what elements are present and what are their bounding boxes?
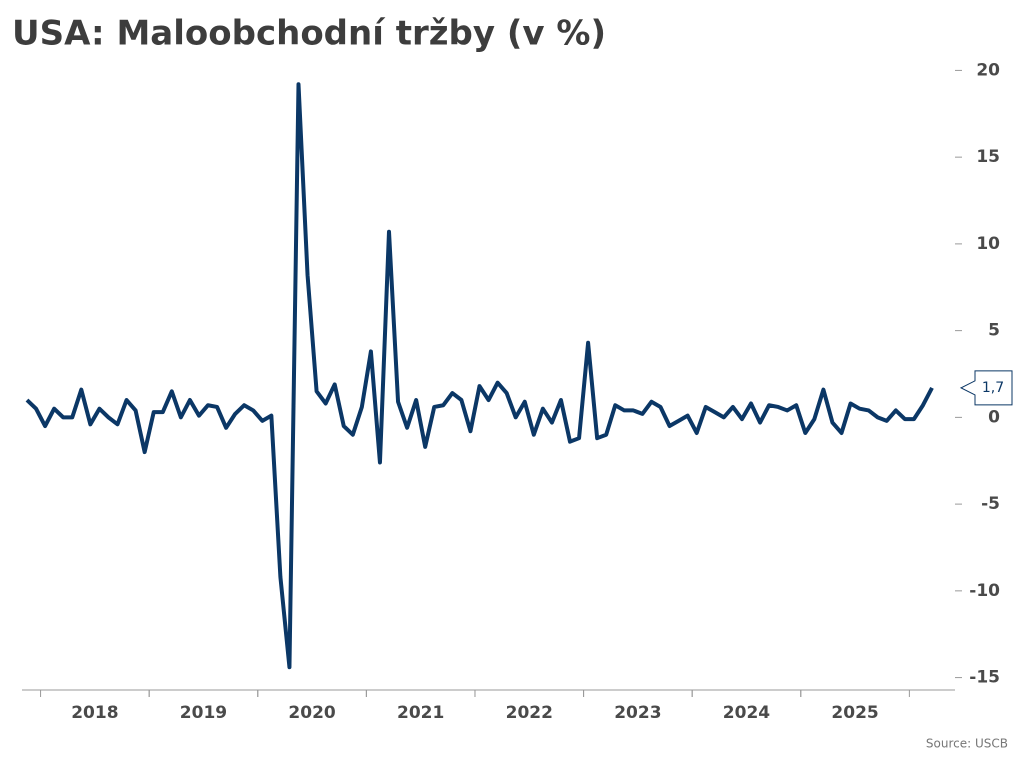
line [25, 82, 934, 670]
x-tick-label: 2018 [71, 703, 118, 723]
value-label: 1,7 [982, 380, 1004, 396]
y-tick-label: 10 [976, 234, 1000, 254]
y-tick-label: -10 [969, 581, 1000, 601]
x-tick-label: 2024 [723, 703, 770, 723]
x-tick-label: 2021 [397, 703, 444, 723]
y-tick-label: 20 [976, 60, 1000, 80]
y-tick-label: 5 [988, 321, 1000, 341]
x-tick-label: 2022 [506, 703, 553, 723]
chart-title: USA: Maloobchodní tržby (v %) [12, 14, 606, 54]
y-tick-label: -15 [969, 668, 1000, 688]
value-label-box [959, 370, 1013, 406]
x-tick-label: 2020 [288, 703, 335, 723]
x-tick-label: 2023 [614, 703, 661, 723]
x-tick-label: 2025 [831, 703, 878, 723]
x-tick-label: 2019 [180, 703, 227, 723]
y-tick-label: 0 [988, 407, 1000, 427]
y-tick-label: 15 [976, 147, 1000, 167]
source: Source: USCB [926, 737, 1008, 751]
y-tick-label: -5 [981, 494, 1000, 514]
